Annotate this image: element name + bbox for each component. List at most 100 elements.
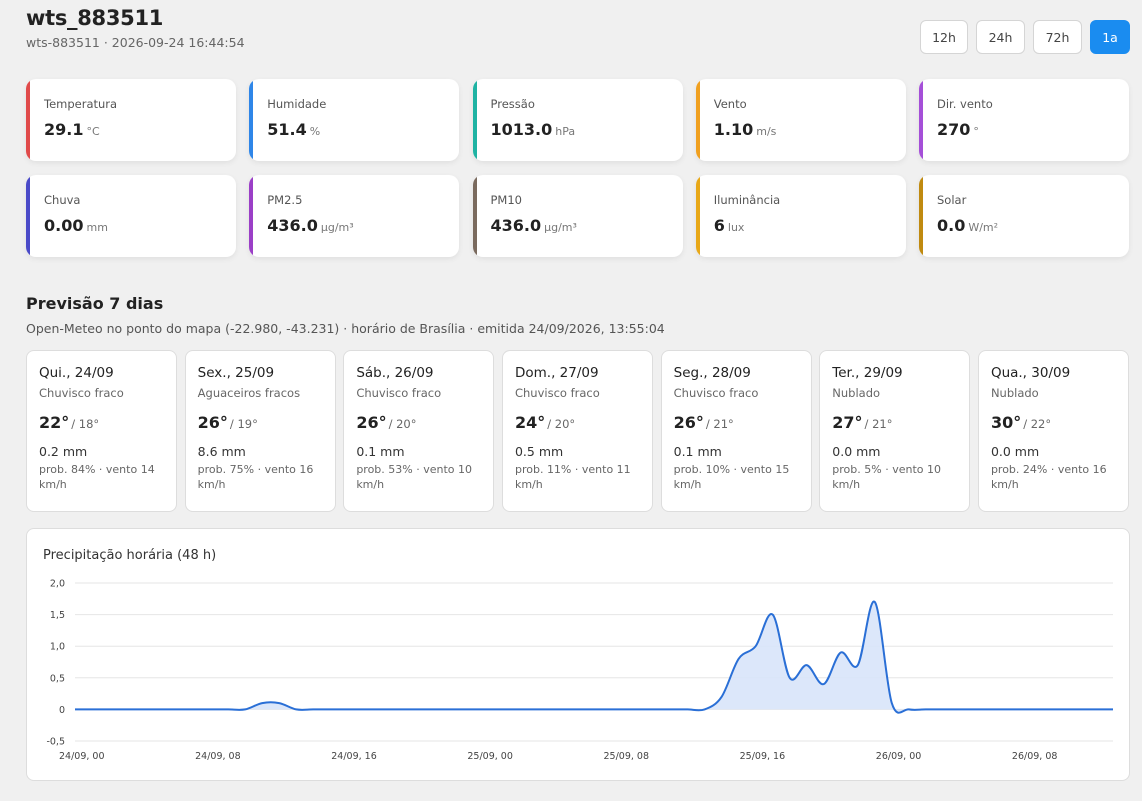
forecast-day-card: Sex., 25/09 Aguaceiros fracos 26°/ 19° 8.6 … <box>184 350 336 512</box>
day-temperatures: 26°/ 21° <box>674 413 811 432</box>
card-unit: ° <box>973 125 979 138</box>
card-accent <box>472 175 477 257</box>
forecast-day-card: Qui., 24/09 Chuvisco fraco 22°/ 18° 0.2 mm p… <box>26 350 177 512</box>
day-date: Qua., 30/09 <box>990 365 1071 381</box>
day-max-temp: 26° <box>673 413 704 432</box>
forecast-day-card: Ter., 29/09 Nublado 27°/ 21° 0.0 mm prob. 5%… <box>819 350 971 512</box>
card-value: 0.0 <box>937 216 966 235</box>
range-72h-button[interactable]: 72h <box>1033 20 1082 54</box>
sensor-card: Solar 0.0 W/m² <box>919 175 1129 257</box>
y-tick-label: 0 <box>59 705 65 716</box>
card-label: Solar <box>937 193 967 207</box>
card-accent <box>26 79 30 161</box>
day-condition: Chuvisco fraco <box>514 386 600 400</box>
card-reading: 0.00 mm <box>44 216 236 235</box>
station-subtitle: wts-883511 · 2026-09-24 16:44:54 <box>26 35 245 50</box>
day-min-temp: / 18° <box>71 417 100 431</box>
day-max-temp: 24° <box>514 413 546 432</box>
card-label: Iluminância <box>713 193 781 207</box>
day-condition: Nublado <box>990 386 1039 400</box>
card-unit: µg/m³ <box>544 221 577 234</box>
range-1a-button[interactable]: 1a <box>1090 20 1130 54</box>
forecast-day-card: Dom., 27/09 Chuvisco fraco 24°/ 20° 0.5 mm p… <box>501 350 653 512</box>
day-rain: 0.5 mm <box>514 444 564 459</box>
day-probability-wind: prob. 11% · vento 11 km/h <box>514 463 631 491</box>
x-tick-label: 25/09, 00 <box>467 751 513 762</box>
sensor-card: PM10 436.0 µg/m³ <box>472 175 683 257</box>
y-tick-label: -0,5 <box>46 737 65 748</box>
day-rain: 8.6 mm <box>197 444 246 459</box>
day-temperatures: 26°/ 20° <box>356 413 493 432</box>
sensor-card: Chuva 0.00 mm <box>26 175 236 257</box>
card-accent <box>26 175 30 257</box>
sensor-card: Pressão 1013.0 hPa <box>472 79 683 161</box>
range-24h-button[interactable]: 24h <box>976 20 1025 54</box>
card-label: PM10 <box>490 193 523 207</box>
day-condition: Chuvisco fraco <box>39 386 124 400</box>
station-title: wts_883511 <box>26 6 164 30</box>
y-tick-label: 1,5 <box>50 610 65 621</box>
day-min-temp: / 21° <box>864 417 893 431</box>
card-value: 270 <box>937 120 971 139</box>
forecast-title: Previsão 7 dias <box>26 294 164 313</box>
day-date: Seg., 28/09 <box>673 365 751 381</box>
day-min-temp: / 21° <box>705 417 734 431</box>
card-reading: 1.10 m/s <box>714 120 906 139</box>
card-label: Dir. vento <box>937 97 993 111</box>
y-tick-label: 2,0 <box>50 579 65 590</box>
x-tick-label: 24/09, 08 <box>195 751 241 762</box>
day-probability-wind: prob. 10% · vento 15 km/h <box>673 463 790 491</box>
card-unit: m/s <box>756 125 777 138</box>
card-reading: 6 lux <box>714 216 906 235</box>
card-accent <box>249 79 254 161</box>
x-tick-label: 26/09, 08 <box>1012 751 1058 762</box>
x-tick-label: 25/09, 16 <box>740 751 786 762</box>
day-condition: Chuvisco fraco <box>673 386 759 400</box>
range-12h-button[interactable]: 12h <box>920 20 968 54</box>
sensor-card: Humidade 51.4% <box>249 79 460 161</box>
card-value: 6 <box>713 216 725 235</box>
x-tick-label: 26/09, 00 <box>876 751 922 762</box>
x-tick-label: 24/09, 00 <box>59 751 105 762</box>
card-unit: lux <box>727 221 745 234</box>
card-accent <box>695 79 700 161</box>
chart-title: Precipitação horária (48 h) <box>43 548 217 563</box>
card-reading: 270 ° <box>937 120 1129 139</box>
sensor-card: PM2.5 436.0 µg/m³ <box>249 175 460 257</box>
forecast-day-card: Sáb., 26/09 Chuvisco fraco 26°/ 20° 0.1 mm p… <box>343 350 495 512</box>
card-accent <box>695 175 700 257</box>
card-accent <box>472 79 477 161</box>
card-value: 29.1 <box>44 120 84 139</box>
card-label: Pressão <box>490 97 535 111</box>
precipitation-line <box>75 600 1113 714</box>
day-temperatures: 24°/ 20° <box>515 413 652 432</box>
day-rain: 0.0 mm <box>990 444 1040 459</box>
sensor-cards: Temperatura 29.1 °C Humidade 51.4% Pressão 101… <box>26 79 1129 257</box>
day-probability-wind: prob. 24% · vento 16 km/h <box>990 463 1107 491</box>
card-label: PM2.5 <box>267 193 303 207</box>
card-accent <box>919 79 923 161</box>
day-condition: Chuvisco fraco <box>356 386 442 400</box>
page-header: wts_883511 wts-883511 · 2026-09-24 16:44… <box>26 6 245 50</box>
day-condition: Nublado <box>832 386 881 400</box>
day-max-temp: 22° <box>39 413 70 432</box>
day-probability-wind: prob. 53% · vento 10 km/h <box>356 463 473 491</box>
sensor-card: Vento 1.10 m/s <box>695 79 906 161</box>
day-date: Ter., 29/09 <box>832 365 903 381</box>
day-min-temp: / 22° <box>1023 417 1052 431</box>
card-reading: 0.0 W/m² <box>937 216 1129 235</box>
forecast-day-card: Seg., 28/09 Chuvisco fraco 26°/ 21° 0.1 mm p… <box>660 350 812 512</box>
day-temperatures: 26°/ 19° <box>198 413 335 432</box>
card-unit: °C <box>86 125 100 138</box>
card-label: Temperatura <box>44 97 118 111</box>
day-rain: 0.1 mm <box>356 444 405 459</box>
day-condition: Aguaceiros fracos <box>197 386 301 400</box>
precipitation-area <box>75 601 1113 713</box>
card-unit: W/m² <box>968 221 999 234</box>
card-label: Humidade <box>267 97 327 111</box>
day-date: Qui., 24/09 <box>39 365 114 381</box>
day-rain: 0.2 mm <box>39 444 88 459</box>
forecast-subtitle: Open-Meteo no ponto do mapa (-22.980, -4… <box>26 321 665 336</box>
y-tick-label: 1,0 <box>50 642 65 653</box>
card-accent <box>919 175 923 257</box>
